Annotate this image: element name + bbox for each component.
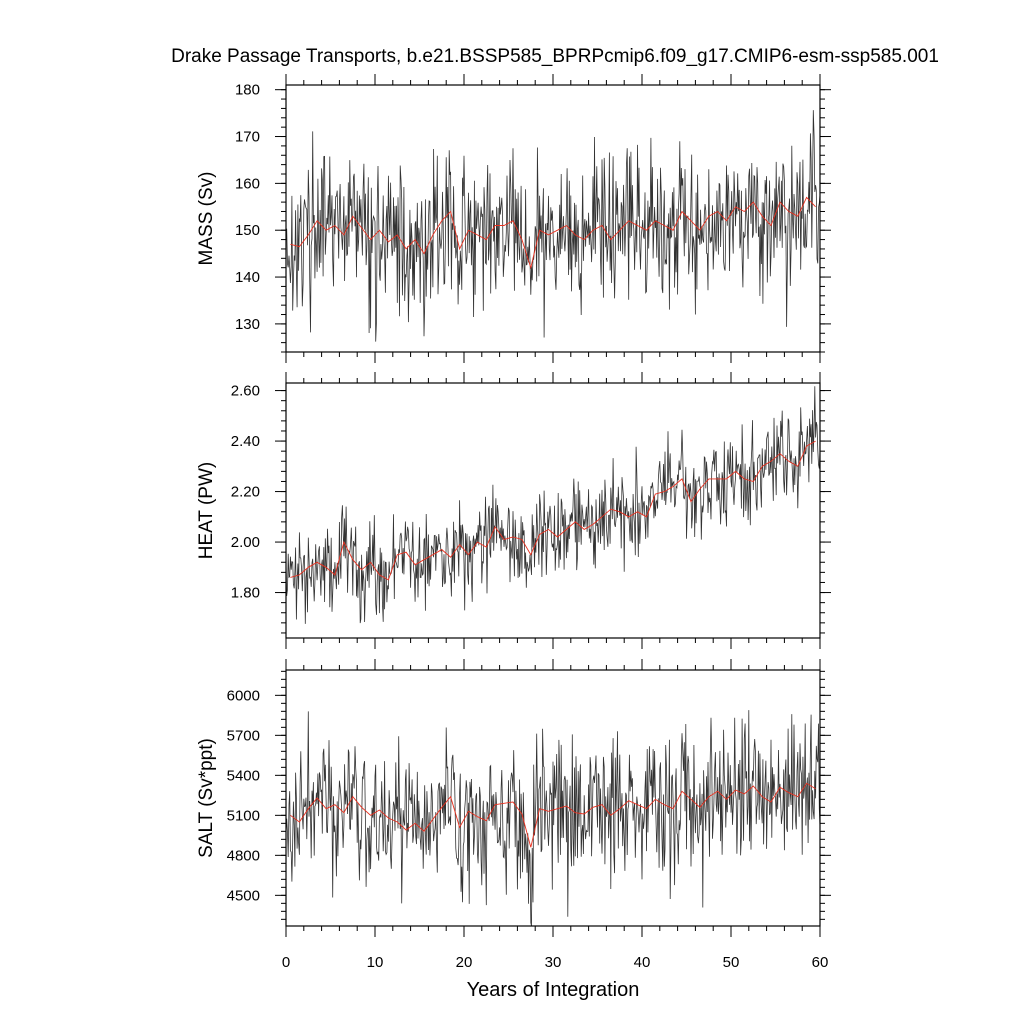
- y-tick-label: 1.80: [231, 585, 260, 602]
- x-tick-label: 0: [282, 954, 290, 971]
- salt-panel: 4500 4800 5100 5400 5700 6000 SALT (Sv*ppt) 0 10…: [196, 659, 831, 971]
- y-tick-label: 5700: [227, 727, 260, 744]
- heat-panel-frame: [285, 382, 821, 639]
- mass-annual-mean-line: [290, 196, 816, 270]
- heat-annual-mean-line: [290, 440, 816, 581]
- salt-y-axis-label: SALT (Sv*ppt): [196, 738, 217, 858]
- y-tick-label: 2.60: [231, 383, 260, 400]
- y-tick-label: 150: [235, 222, 260, 239]
- mass-monthly-series-line: [285, 110, 821, 342]
- y-tick-label: 140: [235, 269, 260, 286]
- x-tick-label: 60: [812, 954, 829, 971]
- y-tick-label: 6000: [227, 687, 260, 704]
- y-tick-label: 5100: [227, 807, 260, 824]
- mass-y-axis-label: MASS (Sv): [196, 172, 217, 266]
- x-tick-label: 50: [723, 954, 740, 971]
- salt-monthly-series-line: [285, 710, 821, 927]
- x-tick-label: 40: [634, 954, 651, 971]
- mass-panel: 130 140 150 160 170 180 MASS (Sv): [196, 74, 831, 363]
- heat-y-axis-label: HEAT (PW): [196, 462, 217, 559]
- y-tick-label: 2.40: [231, 433, 260, 450]
- x-tick-label: 20: [456, 954, 473, 971]
- y-tick-label: 5400: [227, 767, 260, 784]
- y-tick-label: 180: [235, 82, 260, 99]
- salt-annual-mean-line: [290, 782, 816, 848]
- y-tick-label: 2.20: [231, 484, 260, 501]
- y-tick-label: 4500: [227, 887, 260, 904]
- x-tick-label: 10: [367, 954, 384, 971]
- y-tick-label: 2.00: [231, 534, 260, 551]
- page-title: Drake Passage Transports, b.e21.BSSP585_…: [171, 46, 939, 67]
- x-axis-label: Years of Integration: [467, 979, 640, 1001]
- x-tick-label: 30: [545, 954, 562, 971]
- y-tick-label: 4800: [227, 847, 260, 864]
- y-tick-label: 160: [235, 175, 260, 192]
- y-tick-label: 170: [235, 129, 260, 146]
- heat-panel: 1.80 2.00 2.20 2.40 2.60 HEAT (PW): [196, 372, 831, 649]
- y-tick-label: 130: [235, 316, 260, 333]
- heat-monthly-series-line: [285, 386, 821, 624]
